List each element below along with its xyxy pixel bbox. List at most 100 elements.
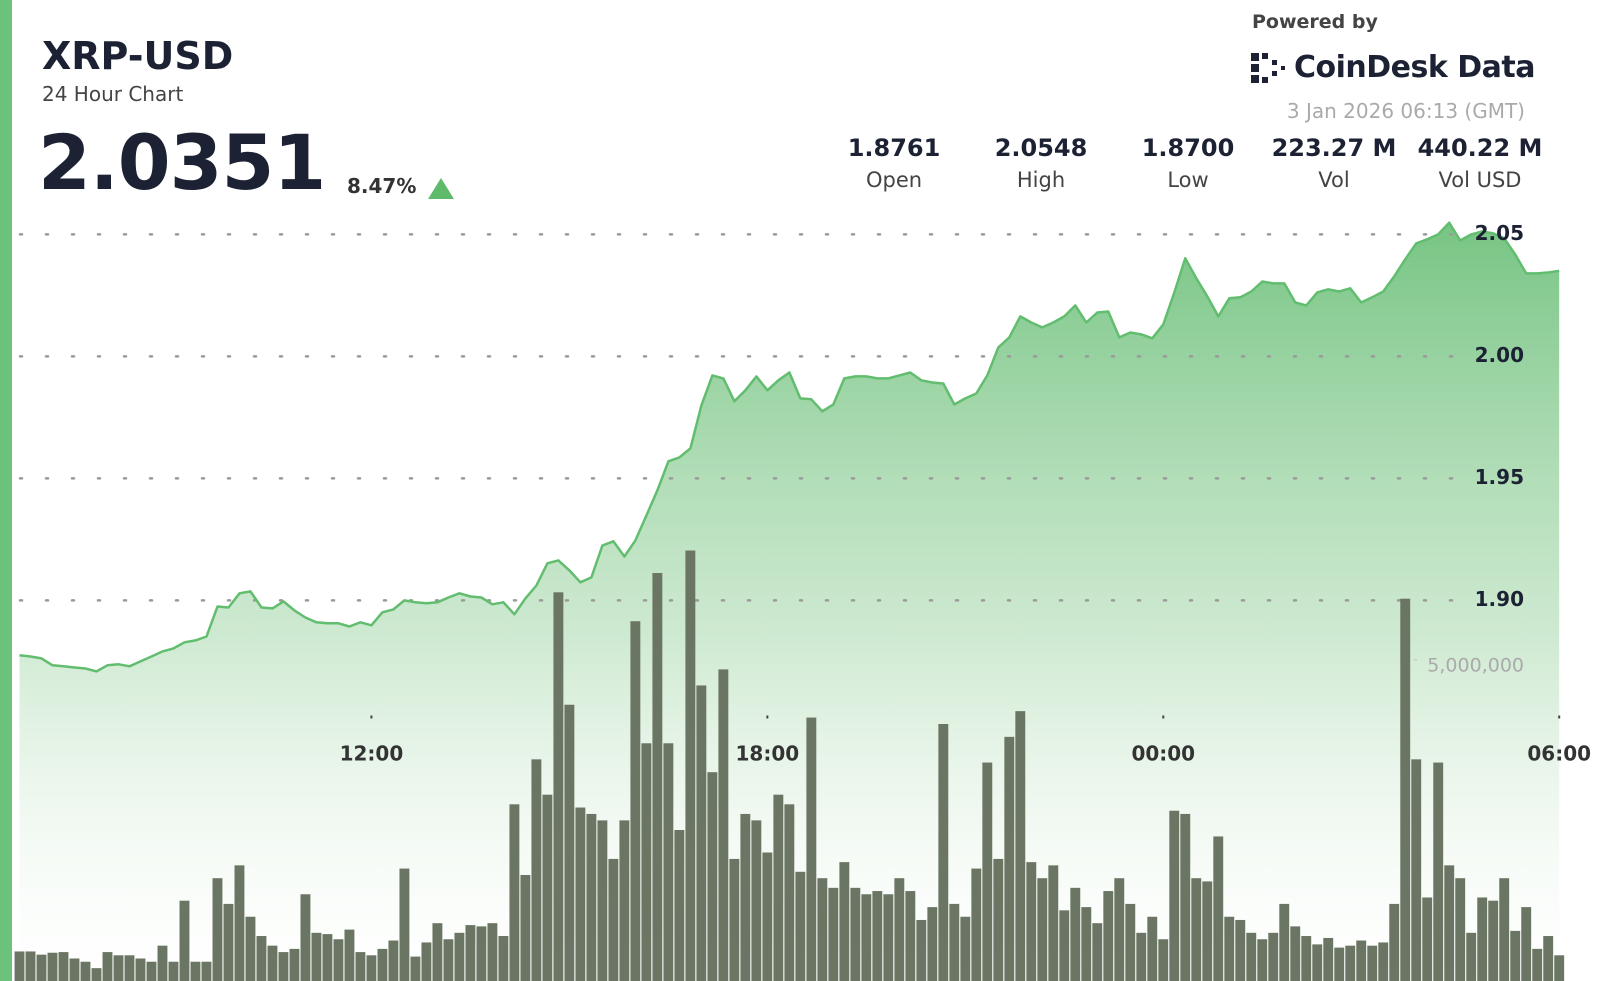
volume-bar bbox=[212, 878, 223, 981]
volume-bar bbox=[476, 926, 487, 981]
volume-bar bbox=[223, 903, 234, 981]
volume-bar bbox=[1136, 932, 1147, 981]
volume-bar bbox=[465, 925, 476, 981]
volume-bar bbox=[399, 868, 410, 981]
volume-bar bbox=[1367, 945, 1378, 981]
stat: 2.0548 High bbox=[966, 134, 1116, 192]
volume-bar bbox=[1488, 900, 1499, 981]
volume-bar bbox=[388, 940, 399, 981]
symbol: XRP-USD bbox=[42, 34, 234, 78]
volume-bar bbox=[1268, 932, 1279, 981]
price-change: 8.47% bbox=[347, 174, 417, 198]
volume-bar bbox=[366, 955, 377, 981]
brand: CoinDesk Data bbox=[1294, 50, 1536, 85]
volume-bar bbox=[124, 955, 135, 981]
volume-bar bbox=[1543, 936, 1554, 981]
volume-bar bbox=[993, 858, 1004, 981]
volume-bar bbox=[25, 951, 36, 981]
volume-bar bbox=[1279, 903, 1290, 981]
volume-bar bbox=[773, 794, 784, 981]
volume-bar bbox=[630, 621, 641, 981]
price-area bbox=[19, 222, 1560, 981]
volume-bar bbox=[113, 955, 124, 981]
volume-bar bbox=[1191, 878, 1202, 981]
volume-bar bbox=[839, 862, 850, 981]
stat-value: 1.8761 bbox=[847, 134, 941, 162]
volume-bar bbox=[762, 852, 773, 981]
volume-bar bbox=[1004, 736, 1015, 981]
volume-bar bbox=[1521, 907, 1532, 981]
powered-by: Powered by bbox=[1252, 11, 1378, 33]
x-tick-label: 06:00 bbox=[1527, 742, 1591, 766]
volume-bar bbox=[47, 952, 58, 981]
volume-bar bbox=[410, 956, 421, 981]
volume-bar bbox=[322, 934, 333, 981]
volume-bar bbox=[619, 820, 630, 981]
volume-bar bbox=[1026, 862, 1037, 981]
x-tick-label: 00:00 bbox=[1131, 742, 1195, 766]
volume-bar bbox=[938, 724, 949, 981]
volume-bar bbox=[1048, 865, 1059, 981]
volume-bar bbox=[58, 952, 69, 981]
volume-bar bbox=[454, 932, 465, 981]
stat-label: High bbox=[1016, 168, 1066, 192]
volume-bar bbox=[1532, 948, 1543, 981]
stat-label: Vol USD bbox=[1438, 168, 1522, 192]
volume-bar bbox=[443, 939, 454, 981]
volume-bar bbox=[1169, 810, 1180, 981]
volume-bar bbox=[795, 871, 806, 981]
volume-bar bbox=[1081, 907, 1092, 981]
volume-bar bbox=[179, 900, 190, 981]
volume-bar bbox=[1202, 881, 1213, 981]
volume-bar bbox=[168, 961, 179, 981]
stat-value: 223.27 M bbox=[1271, 134, 1397, 162]
volume-bar bbox=[1059, 910, 1070, 981]
label-layer: 1.90 1.95 2.00 2.05 5,000,000 12:00 18:00 00:00… bbox=[340, 221, 1591, 766]
volume-bar bbox=[509, 804, 520, 981]
volume-bar bbox=[1312, 944, 1323, 981]
stat: 1.8700 Low bbox=[1113, 134, 1263, 192]
volume-bar bbox=[1180, 813, 1191, 981]
volume-bar bbox=[542, 794, 553, 981]
volume-bar bbox=[102, 952, 113, 981]
volume-bar bbox=[300, 894, 311, 981]
volume-bar bbox=[751, 820, 762, 981]
volume-bar bbox=[553, 592, 564, 981]
volume-bar bbox=[927, 907, 938, 981]
volume-bar bbox=[1389, 903, 1400, 981]
volume-bar bbox=[949, 903, 960, 981]
volume-bar bbox=[1246, 932, 1257, 981]
volume-bar bbox=[531, 759, 542, 981]
accent-stripe bbox=[0, 0, 12, 981]
volume-bar bbox=[575, 807, 586, 981]
volume-bar bbox=[1015, 711, 1026, 981]
volume-bar bbox=[1400, 598, 1411, 981]
volume-bar bbox=[1070, 887, 1081, 981]
volume-bar bbox=[1378, 942, 1389, 981]
x-tick-label: 12:00 bbox=[340, 742, 404, 766]
stat-value: 440.22 M bbox=[1417, 134, 1543, 162]
volume-bar bbox=[432, 923, 443, 981]
volume-bar bbox=[872, 891, 883, 981]
volume-bar bbox=[707, 772, 718, 981]
x-tick-label: 18:00 bbox=[736, 742, 800, 766]
volume-bar bbox=[1554, 955, 1565, 981]
volume-bar bbox=[377, 948, 388, 981]
volume-bar bbox=[355, 952, 366, 981]
volume-bar bbox=[190, 961, 201, 981]
volume-bar bbox=[36, 954, 47, 981]
volume-bar bbox=[333, 939, 344, 981]
volume-bar bbox=[883, 894, 894, 981]
volume-bar bbox=[1477, 897, 1488, 981]
volume-bar bbox=[696, 685, 707, 981]
volume-bar bbox=[520, 874, 531, 981]
volume-bar bbox=[1345, 945, 1356, 981]
volume-bar bbox=[905, 891, 916, 981]
stat: 223.27 M Vol bbox=[1259, 134, 1409, 192]
stat-label: Vol bbox=[1318, 168, 1350, 192]
volume-bar bbox=[1433, 762, 1444, 981]
volume-bar bbox=[608, 858, 619, 981]
volume-bar bbox=[1037, 878, 1048, 981]
volume-bar bbox=[586, 813, 597, 981]
